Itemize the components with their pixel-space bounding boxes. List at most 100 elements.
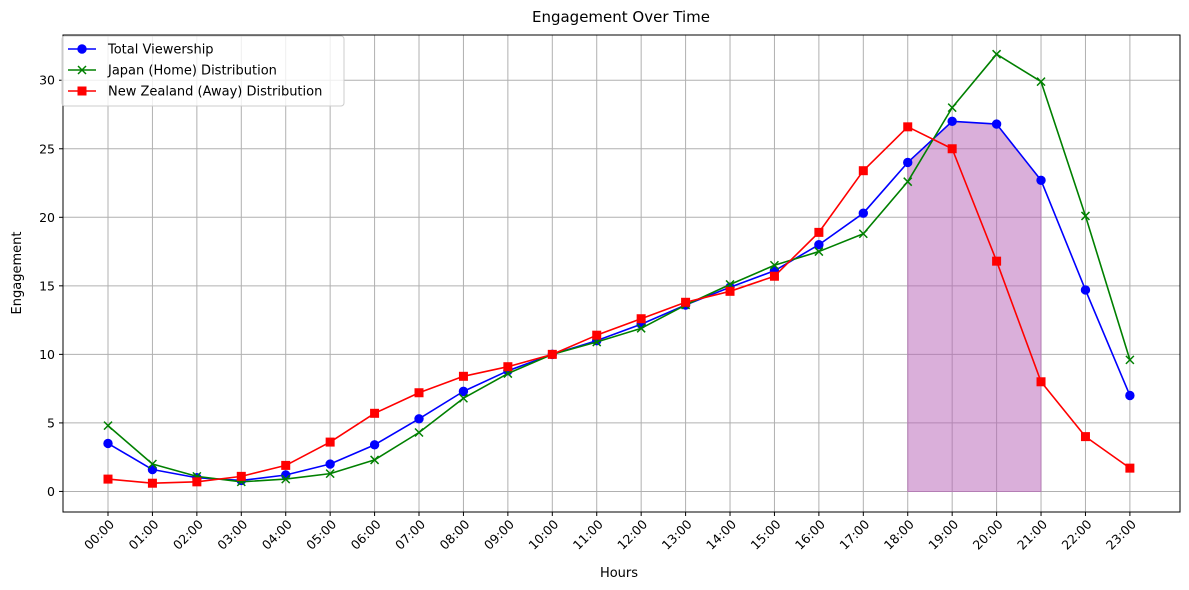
data-point (370, 408, 380, 418)
x-tick-label: 22:00 (1058, 516, 1094, 552)
x-tick-label: 15:00 (747, 516, 783, 552)
data-point (1080, 211, 1090, 221)
data-point (903, 122, 913, 132)
data-point (903, 177, 913, 187)
x-tick-label: 04:00 (259, 516, 295, 552)
y-axis-title: Engagement (10, 232, 25, 315)
data-point (814, 247, 824, 257)
data-point (1080, 432, 1090, 442)
x-tick-label: 01:00 (125, 516, 161, 552)
x-tick-label: 06:00 (348, 516, 384, 552)
x-tick-label: 18:00 (881, 516, 917, 552)
x-tick-label: 02:00 (170, 516, 206, 552)
x-tick-label: 23:00 (1103, 516, 1139, 552)
data-point (281, 470, 291, 480)
data-point (325, 469, 335, 479)
series-2 (103, 122, 1135, 488)
x-tick-label: 11:00 (570, 516, 606, 552)
x-tick-label: 14:00 (703, 516, 739, 552)
data-point (147, 464, 158, 475)
y-tick-label: 20 (39, 210, 55, 225)
x-tick-label: 05:00 (303, 516, 339, 552)
data-point (1125, 355, 1135, 365)
data-point (858, 229, 868, 239)
data-point (325, 459, 335, 469)
x-tick-label: 12:00 (614, 516, 650, 552)
highlight-area (907, 120, 1042, 492)
x-tick-label: 19:00 (925, 516, 961, 552)
data-point (1036, 77, 1046, 87)
data-point (103, 438, 113, 449)
data-point (636, 323, 646, 333)
x-tick-label: 10:00 (525, 516, 561, 552)
data-point (725, 286, 735, 296)
y-tick-label: 25 (39, 141, 55, 156)
data-point (858, 166, 868, 176)
series-line (107, 120, 1131, 482)
x-tick-label: 13:00 (659, 516, 695, 552)
data-point (503, 362, 513, 372)
x-tick-label: 20:00 (970, 516, 1006, 552)
data-point (414, 427, 424, 438)
y-axis-ticks: 0 5 10 15 20 25 30 (39, 73, 63, 499)
plot-frame (62, 34, 1181, 513)
data-point (236, 471, 246, 481)
data-point (814, 240, 824, 250)
legend-label: New Zealand (Away) Distribution (108, 85, 322, 100)
series-line (107, 53, 1131, 483)
y-tick-label: 0 (47, 484, 55, 499)
data-point (458, 371, 468, 381)
data-point (947, 144, 957, 154)
data-point (414, 414, 424, 424)
highlight-fill-layer (907, 120, 1042, 492)
data-point (103, 474, 113, 484)
x-tick-label: 03:00 (214, 516, 250, 552)
x-axis-ticks: 00:00 01:00 02:00 03:00 04:00 05:00 06:00 07:00… (81, 512, 1139, 553)
data-point (147, 478, 157, 488)
data-point (947, 116, 957, 127)
data-point (414, 388, 424, 398)
data-point (325, 437, 335, 447)
data-point (1125, 463, 1135, 473)
y-tick-label: 10 (39, 347, 55, 362)
data-point (814, 227, 824, 237)
legend-marker (77, 65, 87, 75)
data-point (636, 314, 646, 324)
x-tick-label: 16:00 (792, 516, 828, 552)
legend-item: Total Viewership (68, 43, 214, 58)
data-point (281, 460, 291, 470)
data-point (147, 459, 157, 469)
data-point (192, 477, 202, 487)
data-point (458, 386, 469, 397)
data-point (103, 421, 113, 431)
x-tick-label: 07:00 (392, 516, 428, 552)
legend-box (61, 35, 345, 107)
legend: Total Viewership Japan (Home) Distributio… (61, 35, 345, 107)
data-point (547, 349, 557, 359)
data-point (281, 474, 291, 484)
x-tick-label: 00:00 (81, 516, 117, 552)
data-point (992, 256, 1002, 266)
data-point (1036, 377, 1046, 387)
data-point (1125, 390, 1135, 401)
x-tick-label: 17:00 (836, 516, 872, 552)
legend-item: New Zealand (Away) Distribution (68, 85, 322, 100)
x-tick-label: 21:00 (1014, 516, 1050, 552)
legend-label: Japan (Home) Distribution (107, 64, 277, 79)
x-axis-title: Hours (600, 566, 638, 581)
y-tick-label: 15 (39, 278, 55, 293)
data-point (992, 49, 1002, 59)
chart-title: Engagement Over Time (532, 8, 710, 26)
data-point (858, 208, 869, 218)
data-point (947, 103, 957, 113)
legend-label: Total Viewership (107, 43, 214, 58)
data-point (370, 455, 380, 465)
x-tick-label: 09:00 (481, 516, 517, 552)
data-point (681, 297, 691, 307)
y-tick-label: 5 (47, 415, 55, 430)
series-line (107, 126, 1131, 485)
data-point (991, 119, 1002, 129)
data-point (369, 440, 380, 450)
y-tick-label: 30 (39, 73, 55, 88)
